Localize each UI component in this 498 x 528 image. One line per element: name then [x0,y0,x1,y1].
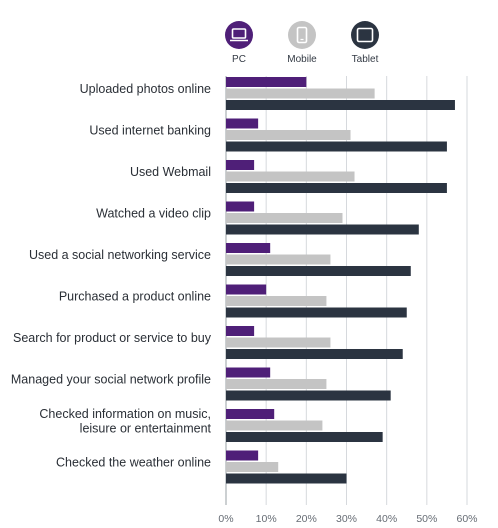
legend-label-pc: PC [232,54,246,65]
bar-tablet [226,473,347,484]
category-labels: Uploaded photos online Used internet bank… [11,82,212,470]
category-label: Used internet banking [89,124,211,138]
bar-tablet [226,141,447,152]
legend-item-mobile: Mobile [287,21,317,65]
category-label: Search for product or service to buy [13,331,212,345]
bar-tablet [226,100,455,110]
bar-group [226,77,455,110]
category-label: Checked information on music, leisure or … [39,407,211,436]
bar-tablet [226,349,403,359]
bar-mobile [226,254,331,265]
bar-pc [226,201,255,212]
bar-group [226,201,419,235]
bar-pc [226,326,255,336]
bar-tablet [226,390,391,401]
bar-pc [226,118,259,129]
x-tick-label: 10% [256,513,277,525]
bars [226,77,455,484]
bar-group [226,367,391,401]
category-label: Managed your social network profile [11,373,211,387]
bar-mobile [226,88,375,99]
bar-pc [226,243,271,253]
bar-pc [226,367,271,378]
bar-group [226,118,447,152]
bar-group [226,160,447,193]
bar-group [226,284,407,318]
laptop-icon [230,28,248,42]
legend-item-pc: PC [225,21,253,65]
bar-tablet [226,266,411,276]
category-label: Used a social networking service [29,248,211,262]
bar-tablet [226,183,447,193]
legend-label-mobile: Mobile [287,54,317,65]
bar-group [226,409,383,442]
bar-group [226,450,347,484]
bar-pc [226,160,255,170]
category-label: Uploaded photos online [80,82,211,96]
legend-swatch-mobile [288,21,316,49]
legend-swatch-pc [225,21,253,49]
bar-mobile [226,296,327,306]
bar-mobile [226,213,343,223]
bar-group [226,326,403,359]
bar-pc [226,450,259,461]
bar-group [226,243,411,276]
x-tick-label: 30% [336,513,357,525]
tablet-icon [356,27,374,43]
category-label: Watched a video clip [96,207,211,221]
legend-label-tablet: Tablet [352,54,379,65]
bar-tablet [226,224,419,235]
x-tick-label: 60% [456,513,477,525]
bar-mobile [226,420,323,431]
bar-mobile [226,337,331,348]
category-label: Purchased a product online [59,290,211,304]
bar-mobile [226,379,327,389]
x-tick-label: 50% [416,513,437,525]
bar-pc [226,409,275,419]
legend-item-tablet: Tablet [351,21,379,65]
category-label: Checked the weather online [56,456,211,470]
legend-swatch-tablet [351,21,379,49]
x-tick-label: 40% [376,513,397,525]
bar-tablet [226,432,383,442]
mobile-phone-icon [296,26,308,44]
legend: PC Mobile Tablet [225,21,379,65]
bar-pc [226,284,267,295]
bar-tablet [226,307,407,318]
x-tick-label: 20% [296,513,317,525]
x-tick-label: 0% [218,513,233,525]
bar-mobile [226,130,351,140]
bar-pc [226,77,307,87]
category-label: Used Webmail [130,165,211,179]
x-axis: 0% 10% 20% 30% 40% 50% 60% [218,513,477,525]
bar-mobile [226,462,279,472]
bar-mobile [226,171,355,182]
